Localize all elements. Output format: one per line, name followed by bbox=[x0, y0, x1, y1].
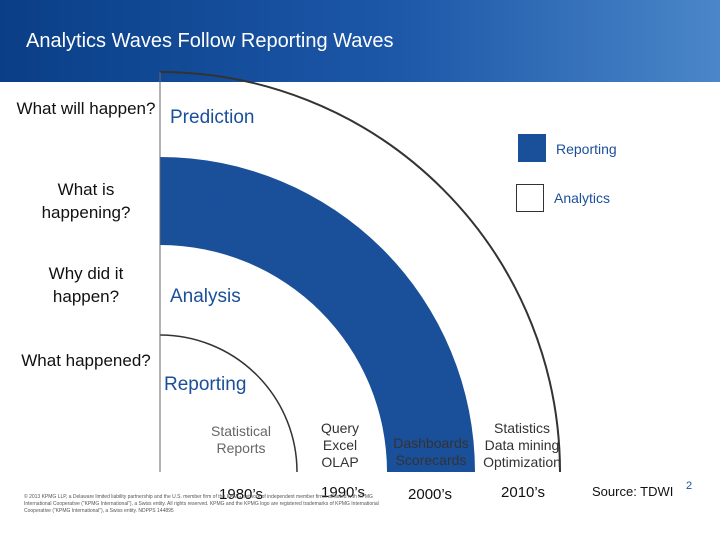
era-line: OLAP bbox=[321, 454, 359, 470]
copyright-text: © 2013 KPMG LLP, a Delaware limited liab… bbox=[24, 494, 379, 514]
era-line: Query bbox=[320, 420, 360, 436]
decade-2010s: 2010’s bbox=[501, 484, 545, 501]
era-line: Excel bbox=[322, 437, 358, 453]
reporting-wave-band bbox=[160, 157, 475, 472]
stage-analysis: Analysis bbox=[170, 286, 241, 307]
analytics-wave-outer bbox=[159, 71, 561, 473]
era-1990s-label: Query Excel OLAP bbox=[310, 420, 370, 471]
era-line: Optimization bbox=[483, 454, 561, 470]
stage-reporting: Reporting bbox=[164, 374, 247, 395]
question-monitoring: What is happening? bbox=[41, 180, 131, 222]
stage-prediction: Prediction bbox=[170, 107, 255, 128]
decade-1990s: 1990’s bbox=[321, 484, 365, 501]
era-2000s-label: Dashboards Scorecards bbox=[390, 435, 472, 469]
question-analysis: Why did it happen? bbox=[48, 264, 124, 306]
legend-analytics-label: Analytics bbox=[554, 190, 611, 206]
header-bar: Analytics Waves Follow Reporting Waves bbox=[0, 0, 720, 82]
era-line: Scorecards bbox=[395, 452, 467, 468]
question-reporting: What happened? bbox=[21, 351, 151, 370]
legend-analytics-swatch bbox=[516, 184, 544, 212]
legend-reporting-swatch bbox=[518, 134, 546, 162]
page-number: 2 bbox=[686, 480, 693, 492]
era-1980s-label: Statistical Reports bbox=[200, 423, 282, 457]
era-2010s-label: Statistics Data mining Optimization bbox=[478, 420, 566, 471]
era-line: Reports bbox=[216, 440, 266, 456]
decade-2000s: 2000’s bbox=[408, 486, 452, 503]
decade-1980s: 1980’s bbox=[219, 486, 263, 503]
analytics-wave-inner bbox=[159, 334, 298, 473]
era-line: Statistical bbox=[211, 423, 271, 439]
source-note: Source: TDWI bbox=[592, 484, 674, 499]
page-title: Analytics Waves Follow Reporting Waves bbox=[26, 30, 394, 52]
era-line: Dashboards bbox=[393, 435, 469, 451]
question-prediction: What will happen? bbox=[16, 99, 156, 118]
legend-reporting-label: Reporting bbox=[556, 141, 617, 157]
stage-monitoring: Monitoring bbox=[170, 197, 259, 218]
era-line: Statistics bbox=[493, 420, 550, 436]
era-line: Data mining bbox=[484, 437, 560, 453]
